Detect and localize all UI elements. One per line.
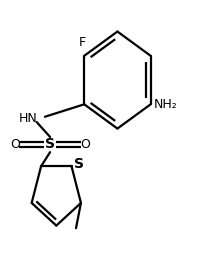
Text: O: O	[10, 138, 20, 151]
Text: NH₂: NH₂	[154, 98, 177, 111]
Text: F: F	[79, 36, 86, 49]
Text: HN: HN	[19, 112, 38, 125]
Text: S: S	[74, 157, 84, 171]
Text: S: S	[45, 137, 55, 151]
Text: O: O	[80, 138, 90, 151]
